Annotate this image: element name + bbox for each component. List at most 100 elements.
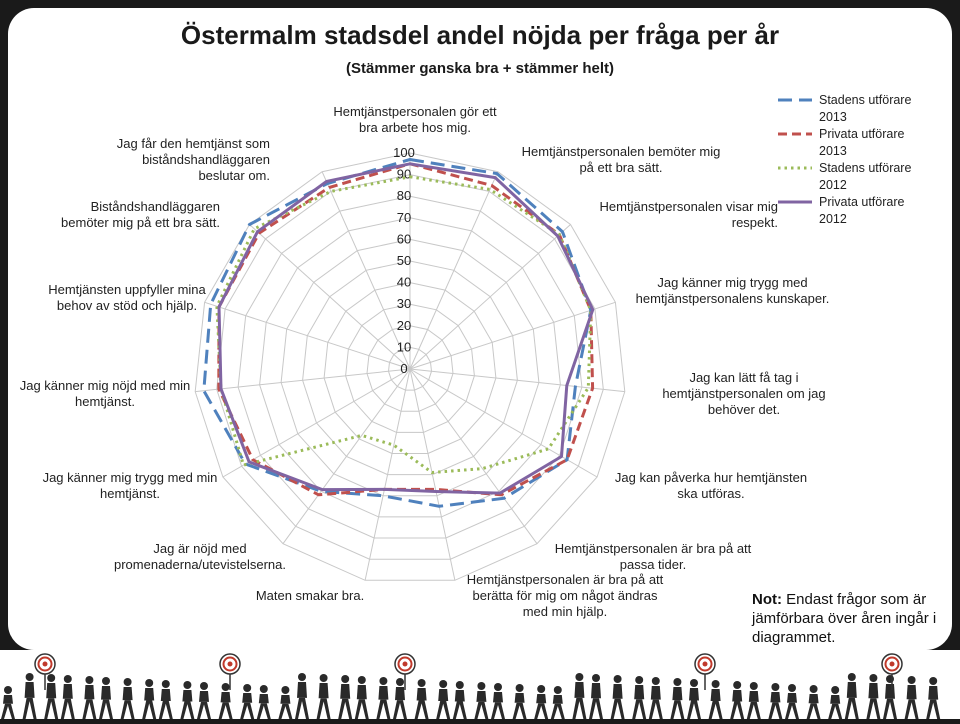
grid-ring-30 bbox=[345, 303, 475, 433]
walking-person-icon bbox=[197, 682, 211, 719]
walking-person-icon bbox=[240, 684, 255, 719]
grid-spoke-13 bbox=[249, 224, 411, 370]
walking-person-icon bbox=[474, 682, 489, 719]
tick-label-80: 80 bbox=[397, 188, 411, 203]
walking-person-icon bbox=[746, 682, 761, 719]
walking-person-icon bbox=[828, 686, 843, 719]
category-label-4: Jag kan lätt få tag i hemtjänstpersonale… bbox=[662, 370, 826, 417]
category-label-13: Biståndshandläggaren bemöter mig på ett … bbox=[61, 199, 220, 230]
walking-person-icon bbox=[768, 683, 783, 719]
legend-swatches bbox=[778, 98, 812, 204]
series-line-2 bbox=[215, 175, 593, 474]
walking-person-icon bbox=[158, 680, 173, 719]
walking-person-icon bbox=[589, 674, 603, 719]
walking-person-icon bbox=[376, 677, 391, 719]
footer-band bbox=[0, 650, 960, 719]
walking-person-icon bbox=[491, 683, 505, 719]
grid-ring-10 bbox=[387, 346, 433, 391]
walking-person-icon bbox=[844, 673, 859, 719]
walking-person-icon bbox=[866, 674, 881, 719]
walking-person-icon bbox=[393, 678, 407, 719]
legend-label-priv2013: Privata utförare 2013 bbox=[819, 127, 905, 158]
grid-spoke-4 bbox=[409, 368, 625, 393]
tick-label-30: 30 bbox=[397, 296, 411, 311]
grid-spoke-14 bbox=[321, 171, 411, 370]
walking-person-icon bbox=[436, 680, 451, 719]
walking-person-icon bbox=[354, 676, 369, 719]
walking-person-icon bbox=[99, 677, 113, 719]
category-label-14: Jag får den hemtjänst som biståndshandlä… bbox=[116, 136, 270, 183]
tick-label-100: 100 bbox=[393, 145, 415, 160]
walking-person-icon bbox=[670, 678, 685, 719]
walking-person-icon bbox=[120, 678, 135, 719]
walking-person-icon bbox=[278, 686, 293, 719]
walking-person-icon bbox=[180, 681, 195, 719]
tick-label-20: 20 bbox=[397, 318, 411, 333]
grid-spoke-1 bbox=[409, 171, 499, 370]
walking-person-icon bbox=[338, 675, 353, 719]
tick-label-10: 10 bbox=[397, 339, 411, 354]
grid-spoke-7 bbox=[409, 368, 456, 581]
target-icon bbox=[694, 653, 716, 690]
footnote: Not: Endast frågor som är jämförbara öve… bbox=[752, 590, 942, 647]
grid-spoke-11 bbox=[195, 368, 411, 393]
tick-label-0: 0 bbox=[400, 361, 407, 376]
grid-spoke-12 bbox=[204, 301, 411, 370]
walking-person-icon bbox=[610, 675, 625, 719]
walking-person-icon bbox=[708, 680, 723, 719]
target-icon bbox=[219, 653, 241, 690]
legend-label-stad2012: Stadens utförare 2012 bbox=[819, 161, 912, 192]
walking-person-icon bbox=[512, 684, 527, 719]
tick-label-40: 40 bbox=[397, 275, 411, 290]
grid-ring-20 bbox=[366, 325, 454, 412]
category-label-10: Jag känner mig trygg med min hemtjänst. bbox=[42, 470, 218, 501]
grid-ring-40 bbox=[323, 282, 497, 454]
target-icon bbox=[394, 653, 416, 690]
footnote-label: Not: bbox=[752, 591, 782, 608]
walking-person-icon bbox=[316, 674, 331, 719]
walking-person-icon bbox=[414, 679, 429, 719]
grid-spoke-9 bbox=[282, 368, 411, 544]
walking-person-icon bbox=[82, 676, 97, 719]
walking-person-icon bbox=[44, 674, 59, 719]
walking-person-icon bbox=[687, 679, 701, 719]
walking-person-icon bbox=[295, 673, 309, 719]
slide-card bbox=[8, 8, 952, 650]
legend-label-stad2013: Stadens utförare 2013 bbox=[819, 93, 912, 124]
category-label-8: Maten smakar bra. bbox=[255, 588, 365, 603]
chart-title: Östermalm stadsdel andel nöjda per fråga… bbox=[180, 20, 780, 50]
category-label-6: Hemtjänstpersonalen är bra på att passa … bbox=[554, 541, 752, 572]
walking-person-icon bbox=[550, 686, 565, 719]
footnote-text: Endast frågor som är jämförbara över åre… bbox=[752, 591, 937, 646]
walking-people-banner bbox=[1, 653, 941, 719]
tick-label-70: 70 bbox=[397, 210, 411, 225]
walking-person-icon bbox=[572, 673, 587, 719]
grid-spoke-2 bbox=[409, 224, 571, 370]
walking-person-icon bbox=[534, 685, 549, 719]
category-label-11: Jag känner mig nöjd med min hemtjänst. bbox=[19, 378, 191, 409]
tick-label-60: 60 bbox=[397, 231, 411, 246]
walking-person-icon bbox=[60, 675, 75, 719]
category-label-9: Jag är nöjd med promenaderna/utevistelse… bbox=[114, 541, 286, 572]
walking-person-icon bbox=[452, 681, 467, 719]
grid-spoke-3 bbox=[409, 301, 616, 370]
series-line-0 bbox=[202, 158, 593, 508]
walking-person-icon bbox=[904, 676, 919, 719]
tick-label-90: 90 bbox=[397, 167, 411, 182]
grid-ring-50 bbox=[302, 260, 518, 476]
grid-ring-70 bbox=[259, 217, 561, 518]
grid-spoke-8 bbox=[364, 368, 411, 581]
walking-person-icon bbox=[730, 681, 745, 719]
walking-person-icon bbox=[806, 685, 821, 719]
category-label-0: Hemtjänstpersonalen gör ett bra arbete h… bbox=[333, 104, 497, 135]
grid-ring-60 bbox=[280, 238, 540, 497]
walking-person-icon bbox=[22, 673, 37, 719]
tick-label-50: 50 bbox=[397, 253, 411, 268]
target-icon bbox=[881, 653, 903, 690]
walking-person-icon bbox=[785, 684, 799, 719]
target-icon bbox=[34, 653, 56, 690]
grid-ring-100 bbox=[194, 152, 626, 581]
category-label-2: Hemtjänstpersonalen visar mig respekt. bbox=[599, 199, 778, 230]
walking-person-icon bbox=[218, 683, 233, 719]
